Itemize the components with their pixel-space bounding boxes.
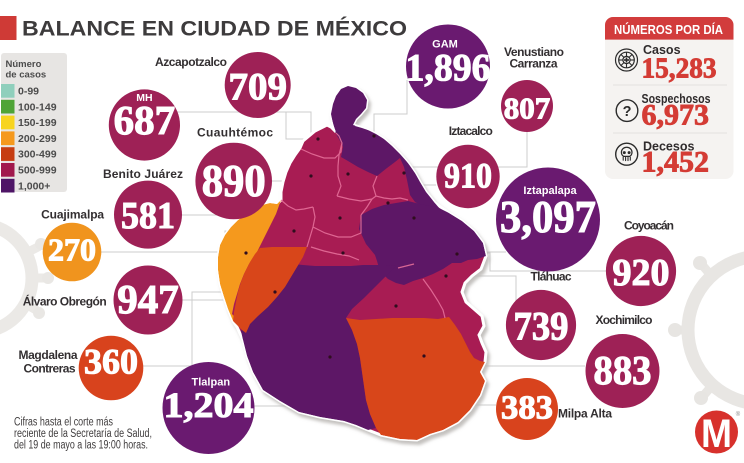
svg-text:Xochimilco: Xochimilco [596, 313, 653, 327]
svg-text:1,000+: 1,000+ [18, 180, 50, 192]
svg-text:270: 270 [48, 232, 96, 268]
svg-text:?: ? [623, 104, 632, 120]
svg-text:687: 687 [114, 97, 176, 143]
svg-text:Carranza: Carranza [510, 57, 558, 71]
svg-text:MH: MH [136, 92, 152, 104]
svg-text:200-299: 200-299 [18, 133, 57, 145]
svg-text:Decesos: Decesos [643, 140, 694, 154]
svg-text:Álvaro Obregón: Álvaro Obregón [23, 294, 107, 309]
svg-text:709: 709 [228, 66, 287, 109]
svg-text:Azcapotzalco: Azcapotzalco [155, 55, 227, 69]
svg-text:500-999: 500-999 [18, 165, 57, 177]
svg-text:Sospechosos: Sospechosos [642, 92, 711, 106]
svg-text:6,973: 6,973 [642, 98, 710, 131]
svg-text:del 19 de mayo a las 19:00 hor: del 19 de mayo a las 19:00 horas. [14, 440, 148, 452]
svg-text:Iztacalco: Iztacalco [449, 124, 493, 138]
svg-text:383: 383 [501, 389, 553, 426]
svg-text:Cuauhtémoc: Cuauhtémoc [197, 125, 273, 139]
svg-text:reciente de la Secretaría de S: reciente de la Secretaría de Salud, [14, 428, 152, 440]
svg-text:739: 739 [514, 304, 569, 349]
svg-text:581: 581 [121, 195, 175, 237]
svg-text:de casos: de casos [6, 70, 47, 81]
svg-text:Cifras hasta el corte más: Cifras hasta el corte más [14, 417, 113, 429]
svg-text:Tláhuac: Tláhuac [531, 270, 572, 284]
svg-text:Número: Número [6, 59, 42, 70]
svg-text:947: 947 [117, 276, 179, 322]
svg-text:883: 883 [594, 347, 652, 393]
svg-text:300-499: 300-499 [18, 149, 57, 161]
svg-text:Casos: Casos [643, 43, 681, 57]
svg-text:Tlalpan: Tlalpan [192, 377, 231, 389]
svg-text:GAM: GAM [432, 39, 458, 51]
svg-text:15,283: 15,283 [642, 54, 717, 85]
svg-text:Iztapalapa: Iztapalapa [523, 185, 577, 197]
svg-text:Benito Juárez: Benito Juárez [103, 167, 183, 181]
svg-text:Contreras: Contreras [24, 362, 76, 376]
svg-text:807: 807 [504, 90, 551, 125]
svg-text:®: ® [736, 411, 741, 418]
svg-text:M: M [701, 412, 732, 456]
svg-text:3,097: 3,097 [500, 192, 596, 242]
svg-text:890: 890 [202, 156, 266, 206]
svg-text:360: 360 [84, 342, 138, 382]
svg-text:Magdalena: Magdalena [19, 348, 78, 362]
svg-text:100-149: 100-149 [18, 101, 57, 113]
svg-text:910: 910 [444, 156, 492, 196]
svg-text:1,452: 1,452 [642, 145, 710, 178]
svg-text:Venustiano: Venustiano [504, 45, 564, 59]
svg-text:BALANCE EN CIUDAD DE MÉXICO: BALANCE EN CIUDAD DE MÉXICO [22, 18, 407, 41]
svg-text:Coyoacán: Coyoacán [624, 219, 674, 233]
svg-text:150-199: 150-199 [18, 117, 57, 129]
svg-text:0-99: 0-99 [18, 86, 39, 98]
svg-text:1,896: 1,896 [406, 46, 491, 89]
svg-text:920: 920 [613, 252, 670, 294]
svg-text:Milpa Alta: Milpa Alta [558, 407, 612, 421]
svg-text:NÚMEROS POR DÍA: NÚMEROS POR DÍA [614, 22, 723, 37]
svg-text:Cuajimalpa: Cuajimalpa [41, 208, 104, 222]
svg-text:1,204: 1,204 [164, 385, 254, 425]
